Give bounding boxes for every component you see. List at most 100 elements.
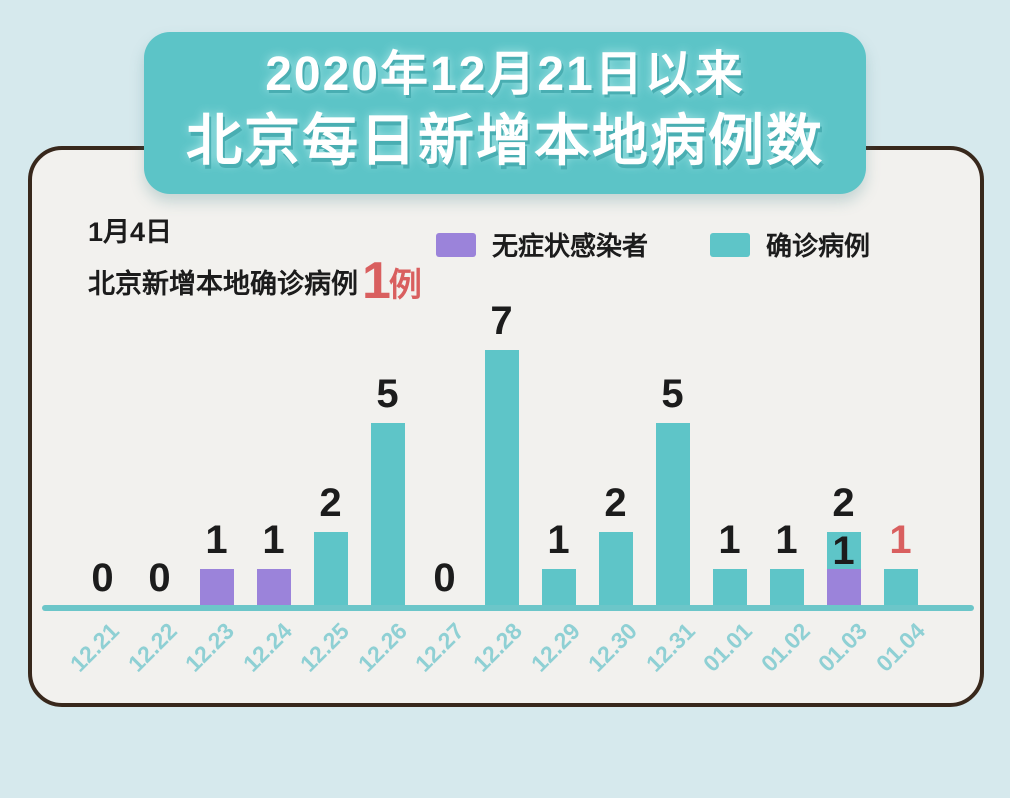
- subtitle-text: 北京新增本地确诊病例: [88, 269, 358, 299]
- x-axis-tick-labels: 12.21 12.22 12.23 12.24 12.25 12.26 12.27 12.28…: [65, 617, 930, 704]
- x-tick-slot-12.21: 12.21: [65, 618, 132, 704]
- x-tick-label-01.04: 01.04: [870, 617, 930, 677]
- bar-value-label-01.01: 1: [718, 517, 741, 562]
- title-banner: 2020年12月21日以来 北京每日新增本地病例数: [144, 32, 866, 194]
- bar-column-12.26: 5: [359, 299, 416, 605]
- bar-value-label-12.28: 7: [490, 298, 513, 343]
- legend-item-confirmed: 确诊病例: [710, 226, 870, 263]
- x-tick-label-12.30: 12.30: [582, 617, 643, 677]
- bar-column-12.23: 1: [188, 299, 245, 605]
- x-tick-slot-12.25: 12.25: [295, 618, 362, 704]
- x-tick-label-12.31: 12.31: [640, 617, 700, 677]
- legend-label-asymptomatic: 无症状感染者: [492, 231, 649, 261]
- x-tick-slot-12.28: 12.28: [468, 618, 535, 704]
- x-tick-label-12.23: 12.23: [180, 617, 240, 677]
- bar-column-12.25: 2: [302, 299, 359, 605]
- bar-12.23: [199, 568, 234, 605]
- x-tick-label-12.26: 12.26: [352, 617, 412, 677]
- bar-12.29: [541, 568, 576, 605]
- title-line-2: 北京每日新增本地病例数: [186, 109, 824, 172]
- x-tick-label-01.03: 01.03: [813, 617, 873, 677]
- bar-12.28: [484, 349, 519, 605]
- bar-segment-asymptomatic: [826, 568, 861, 605]
- bar-column-12.28: 7: [473, 299, 530, 605]
- x-tick-slot-12.31: 12.31: [641, 618, 708, 704]
- bar-01.01: [712, 568, 747, 605]
- bar-value-label-12.21: 0: [91, 556, 114, 600]
- legend-swatch-confirmed: [710, 232, 751, 257]
- subtitle-block: 1月4日 北京新增本地确诊病例 1 例: [88, 210, 422, 310]
- bar-value-label-12.29: 1: [547, 517, 570, 562]
- bar-01.04: [883, 568, 918, 605]
- bar-value-label-01.04: 1: [889, 517, 912, 562]
- bar-segment-confirmed: [370, 422, 405, 605]
- bar-column-12.31: 5: [644, 299, 701, 605]
- highlight-count: 1: [362, 252, 391, 310]
- x-tick-label-12.27: 12.27: [410, 617, 470, 677]
- x-tick-slot-12.26: 12.26: [353, 618, 420, 704]
- bar-segment-confirmed: [313, 532, 348, 605]
- x-tick-slot-01.04: 01.04: [871, 618, 938, 704]
- chart-legend: 无症状感染者 确诊病例: [436, 226, 870, 263]
- bar-01.03: [826, 532, 861, 605]
- bar-inner-label-01.03: 1: [832, 528, 855, 573]
- x-tick-slot-12.29: 12.29: [525, 618, 593, 704]
- bar-segment-confirmed: [883, 568, 918, 605]
- bar-value-label-01.03: 2: [832, 481, 855, 525]
- x-axis-line: [42, 605, 974, 611]
- bar-column-01.01: 1: [701, 299, 758, 605]
- x-tick-label-12.25: 12.25: [295, 617, 355, 677]
- x-tick-slot-12.24: 12.24: [238, 618, 305, 704]
- bar-segment-confirmed: [712, 568, 747, 605]
- x-tick-label-12.29: 12.29: [525, 617, 585, 677]
- x-tick-slot-12.23: 12.23: [180, 618, 247, 704]
- x-tick-slot-12.22: 12.22: [122, 618, 190, 704]
- bar-segment-asymptomatic: [256, 568, 291, 605]
- x-tick-slot-01.03: 01.03: [813, 618, 880, 704]
- bar-01.02: [769, 568, 804, 605]
- bar-column-01.02: 1: [758, 299, 815, 605]
- bar-12.26: [370, 422, 405, 605]
- bar-12.25: [313, 532, 348, 605]
- bar-column-12.27: 0: [416, 299, 473, 605]
- x-tick-slot-12.30: 12.30: [583, 618, 650, 704]
- title-line-1: 2020年12月21日以来: [265, 48, 745, 101]
- bar-segment-asymptomatic: [199, 568, 234, 605]
- subtitle-text-row: 北京新增本地确诊病例 1 例: [88, 252, 422, 310]
- bar-column-01.04: 1: [872, 299, 929, 605]
- x-tick-slot-12.27: 12.27: [410, 618, 477, 704]
- bar-12.30: [598, 532, 633, 605]
- bar-12.24: [256, 568, 291, 605]
- legend-swatch-asymptomatic: [436, 232, 476, 257]
- bar-segment-confirmed: [598, 532, 633, 605]
- bar-segment-confirmed: [826, 532, 861, 569]
- bar-column-12.24: 1: [245, 299, 302, 605]
- highlight-unit: 例: [388, 266, 422, 303]
- bar-value-label-12.23: 1: [205, 517, 228, 562]
- bar-column-12.22: 0: [131, 299, 188, 605]
- bar-value-label-12.30: 2: [604, 481, 627, 525]
- bar-value-label-01.02: 1: [775, 517, 798, 562]
- bar-segment-confirmed: [655, 422, 690, 605]
- subtitle-date: 1月4日: [88, 217, 173, 247]
- bar-value-label-12.24: 1: [262, 517, 285, 562]
- bar-segment-confirmed: [769, 568, 804, 605]
- legend-item-asymptomatic: 无症状感染者: [436, 226, 648, 263]
- bar-value-label-12.25: 2: [319, 481, 342, 525]
- bar-column-12.29: 1: [530, 299, 587, 605]
- bar-12.31: [655, 422, 690, 605]
- x-tick-slot-01.02: 01.02: [756, 618, 823, 704]
- bar-value-label-12.27: 0: [433, 556, 456, 600]
- x-tick-label-12.22: 12.22: [122, 617, 182, 677]
- x-tick-label-01.01: 01.01: [698, 617, 758, 677]
- bar-value-label-12.26: 5: [376, 371, 399, 416]
- bar-value-label-12.31: 5: [661, 371, 684, 416]
- bar-segment-confirmed: [484, 349, 519, 605]
- bar-column-12.21: 0: [74, 299, 131, 605]
- x-tick-label-01.02: 01.02: [755, 617, 815, 677]
- legend-label-confirmed: 确诊病例: [766, 231, 871, 261]
- bar-column-12.30: 2: [587, 299, 644, 605]
